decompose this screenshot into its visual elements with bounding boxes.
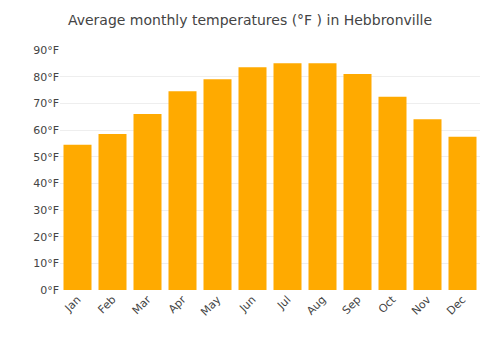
svg-text:80°F: 80°F xyxy=(33,71,59,84)
svg-text:20°F: 20°F xyxy=(33,231,59,244)
svg-text:30°F: 30°F xyxy=(33,204,59,217)
svg-text:Mar: Mar xyxy=(130,293,154,317)
svg-text:Nov: Nov xyxy=(409,293,434,318)
svg-text:60°F: 60°F xyxy=(33,124,59,137)
svg-text:90°F: 90°F xyxy=(33,44,59,57)
svg-text:May: May xyxy=(198,293,224,319)
svg-text:Apr: Apr xyxy=(166,293,189,316)
svg-text:Jun: Jun xyxy=(236,293,258,315)
svg-text:Sep: Sep xyxy=(340,293,364,317)
svg-text:10°F: 10°F xyxy=(33,257,59,270)
svg-text:Aug: Aug xyxy=(304,293,328,317)
svg-text:Jul: Jul xyxy=(274,293,293,312)
svg-text:50°F: 50°F xyxy=(33,151,59,164)
svg-text:0°F: 0°F xyxy=(40,284,59,297)
svg-text:Jan: Jan xyxy=(62,293,84,315)
svg-text:Oct: Oct xyxy=(376,293,399,316)
svg-text:40°F: 40°F xyxy=(33,177,59,190)
svg-text:Feb: Feb xyxy=(96,293,119,316)
svg-text:Dec: Dec xyxy=(444,293,468,317)
svg-text:70°F: 70°F xyxy=(33,97,59,110)
svg-text:Average monthly temperatures (: Average monthly temperatures (°F ) in He… xyxy=(68,12,432,28)
